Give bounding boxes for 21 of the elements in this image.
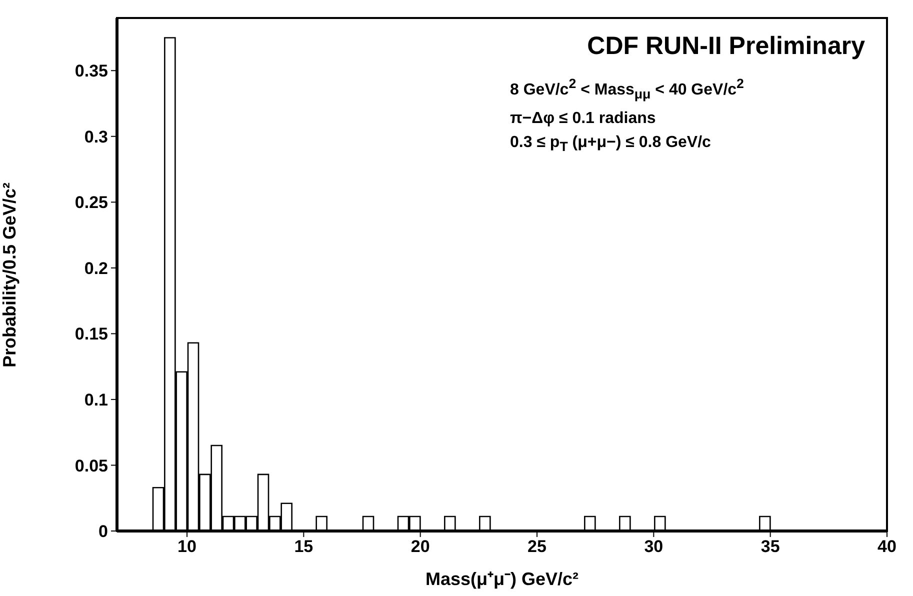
x-tick-label: 25 bbox=[528, 537, 546, 556]
x-tick-label: 35 bbox=[760, 537, 780, 556]
text: CDF RUN-II Preliminary bbox=[587, 32, 865, 61]
annotation: 8 GeV/c$^{2}$ < Mass$_{μμ}$ < 40 GeV/c$^{2}$ bbox=[510, 75, 744, 104]
x-tick-label: 10 bbox=[178, 537, 196, 556]
y-tick-label: 0.3 bbox=[84, 127, 108, 146]
y-tick-label: 0 bbox=[98, 522, 108, 542]
y-tick-label: 0.25 bbox=[74, 193, 108, 212]
y-tick-label: 0.05 bbox=[74, 456, 108, 476]
y-tick-label: 0.35 bbox=[74, 62, 108, 81]
y-tick-label: 0.15 bbox=[74, 324, 108, 344]
annotation: π−Δφ ≤ 0.1 radians bbox=[510, 108, 657, 129]
annotation: 0.3 ≤ p$_{T}$ (μ+μ−) ≤ 0.8 GeV/c bbox=[510, 132, 712, 156]
y-tick-label: 0.1 bbox=[84, 390, 108, 410]
x-tick-label: 30 bbox=[644, 537, 664, 556]
y-axis-title: Probability/0.5 GeV/c² bbox=[0, 182, 20, 368]
x-tick-label: 20 bbox=[410, 537, 430, 556]
y-tick-label: 0.2 bbox=[84, 258, 108, 278]
x-tick-label: 15 bbox=[294, 537, 314, 556]
x-axis-title: Mass(μ⁺μ⁻) GeV/c² bbox=[424, 568, 580, 590]
x-tick-label: 40 bbox=[878, 537, 896, 556]
